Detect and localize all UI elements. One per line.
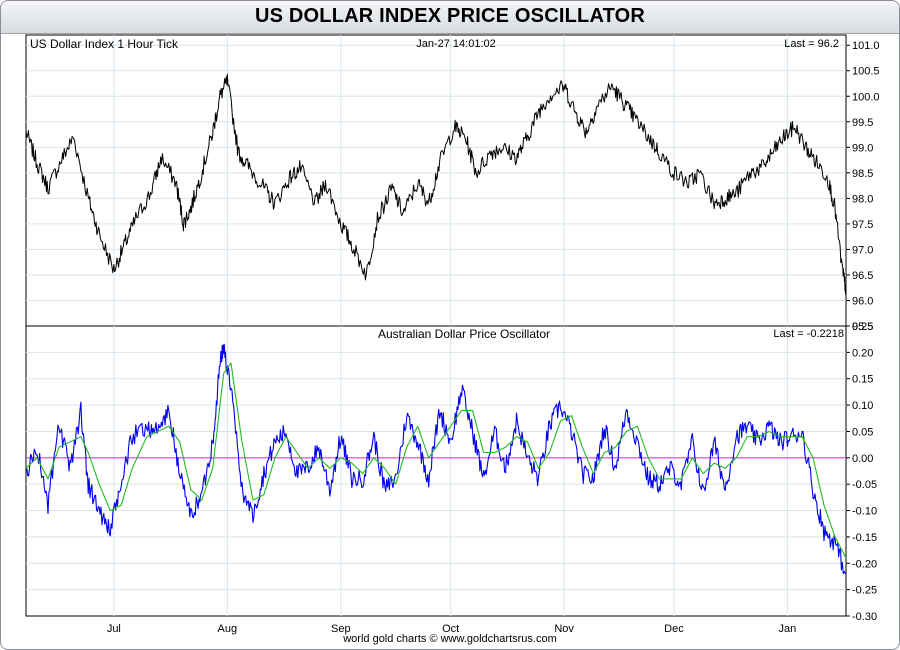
oscillator-y-tick-label: -0.30 [852, 611, 877, 623]
price-grid [26, 35, 846, 326]
oscillator-y-tick-label: 0.05 [852, 426, 873, 438]
price-series [25, 73, 847, 295]
oscillator-y-tick-label: -0.10 [852, 506, 877, 518]
oscillator-y-tick-label: 0.20 [852, 347, 873, 359]
oscillator-y-tick-label: -0.15 [852, 532, 877, 544]
price-y-tick-label: 99.5 [852, 117, 873, 129]
oscillator-y-tick-label: 0.10 [852, 400, 873, 412]
price-y-tick-label: 98.0 [852, 193, 873, 205]
price-timestamp: Jan-27 14:01:02 [416, 38, 496, 50]
x-tick-label-aug: Aug [218, 623, 238, 635]
x-tick-label-sep: Sep [331, 623, 351, 635]
x-axis: Jul Aug Sep Oct Nov Dec Jan [107, 623, 796, 635]
price-y-tick-label: 101.0 [852, 40, 880, 52]
price-y-tick-label: 97.0 [852, 244, 873, 256]
footer-credit: world gold charts © www.goldchartsrus.co… [343, 633, 557, 645]
price-series-us-dollar-index [25, 73, 847, 295]
oscillator-series-signal [25, 362, 847, 559]
price-y-tick-label: 97.5 [852, 219, 873, 231]
oscillator-panel-title: Australian Dollar Price Oscillator [378, 327, 550, 341]
price-panel: 101.0 100.5 100.0 99.5 99.0 98.5 98.0 97.5 97.0 9… [25, 34, 880, 333]
oscillator-y-tick-label: -0.05 [852, 479, 877, 491]
oscillator-grid [26, 326, 846, 616]
oscillator-panel-frame [25, 325, 847, 617]
price-y-tick-label: 96.0 [852, 295, 873, 307]
price-y-axis: 101.0 100.5 100.0 99.5 99.0 98.5 98.0 97.5 97.0 9… [846, 40, 880, 333]
price-y-tick-label: 100.0 [852, 91, 880, 103]
oscillator-y-tick-label: -0.20 [852, 558, 877, 570]
oscillator-y-tick-label: 0.00 [852, 453, 873, 465]
oscillator-series [25, 343, 847, 575]
price-y-tick-label: 95.5 [852, 321, 873, 333]
price-y-tick-label: 99.0 [852, 142, 873, 154]
oscillator-last-value: Last = -0.2218 [773, 328, 844, 340]
x-tick-label-jul: Jul [107, 623, 121, 635]
price-panel-title: US Dollar Index 1 Hour Tick [30, 37, 179, 51]
price-last-value: Last = 96.2 [784, 38, 839, 50]
x-tick-label-jan: Jan [779, 623, 797, 635]
chart-main-title: US DOLLAR INDEX PRICE OSCILLATOR [254, 5, 646, 27]
oscillator-y-tick-label: 0.25 [852, 321, 873, 333]
oscillator-y-tick-label: 0.15 [852, 374, 873, 386]
price-y-tick-label: 100.5 [852, 66, 880, 78]
title-bar: US DOLLAR INDEX PRICE OSCILLATOR [1, 1, 899, 34]
oscillator-y-axis: 0.25 0.20 0.15 0.10 0.05 0.00 -0.05 -0.10 -0.15 -… [846, 321, 877, 623]
oscillator-y-tick-label: -0.25 [852, 585, 877, 597]
x-tick-label-dec: Dec [664, 623, 684, 635]
price-panel-frame [25, 34, 847, 327]
oscillator-series-oscillator [25, 343, 847, 575]
price-y-tick-label: 96.5 [852, 270, 873, 282]
price-y-tick-label: 98.5 [852, 168, 873, 180]
oscillator-panel: 0.25 0.20 0.15 0.10 0.05 0.00 -0.05 -0.10 -0.15 -… [25, 321, 877, 623]
x-tick-label-nov: Nov [554, 623, 574, 635]
x-tick-label-oct: Oct [442, 623, 459, 635]
